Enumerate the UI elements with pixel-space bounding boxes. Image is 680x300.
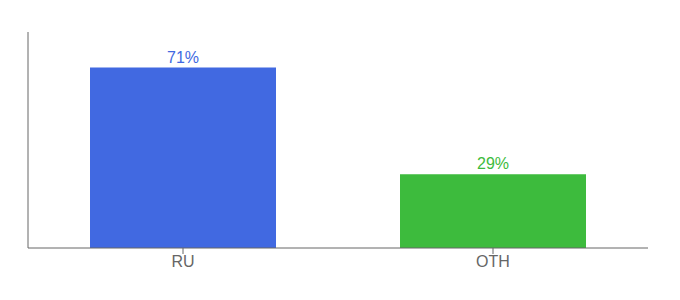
svg-text:29%: 29% — [477, 155, 509, 172]
svg-text:RU: RU — [171, 253, 194, 270]
svg-text:OTH: OTH — [476, 253, 510, 270]
svg-text:71%: 71% — [167, 49, 199, 66]
